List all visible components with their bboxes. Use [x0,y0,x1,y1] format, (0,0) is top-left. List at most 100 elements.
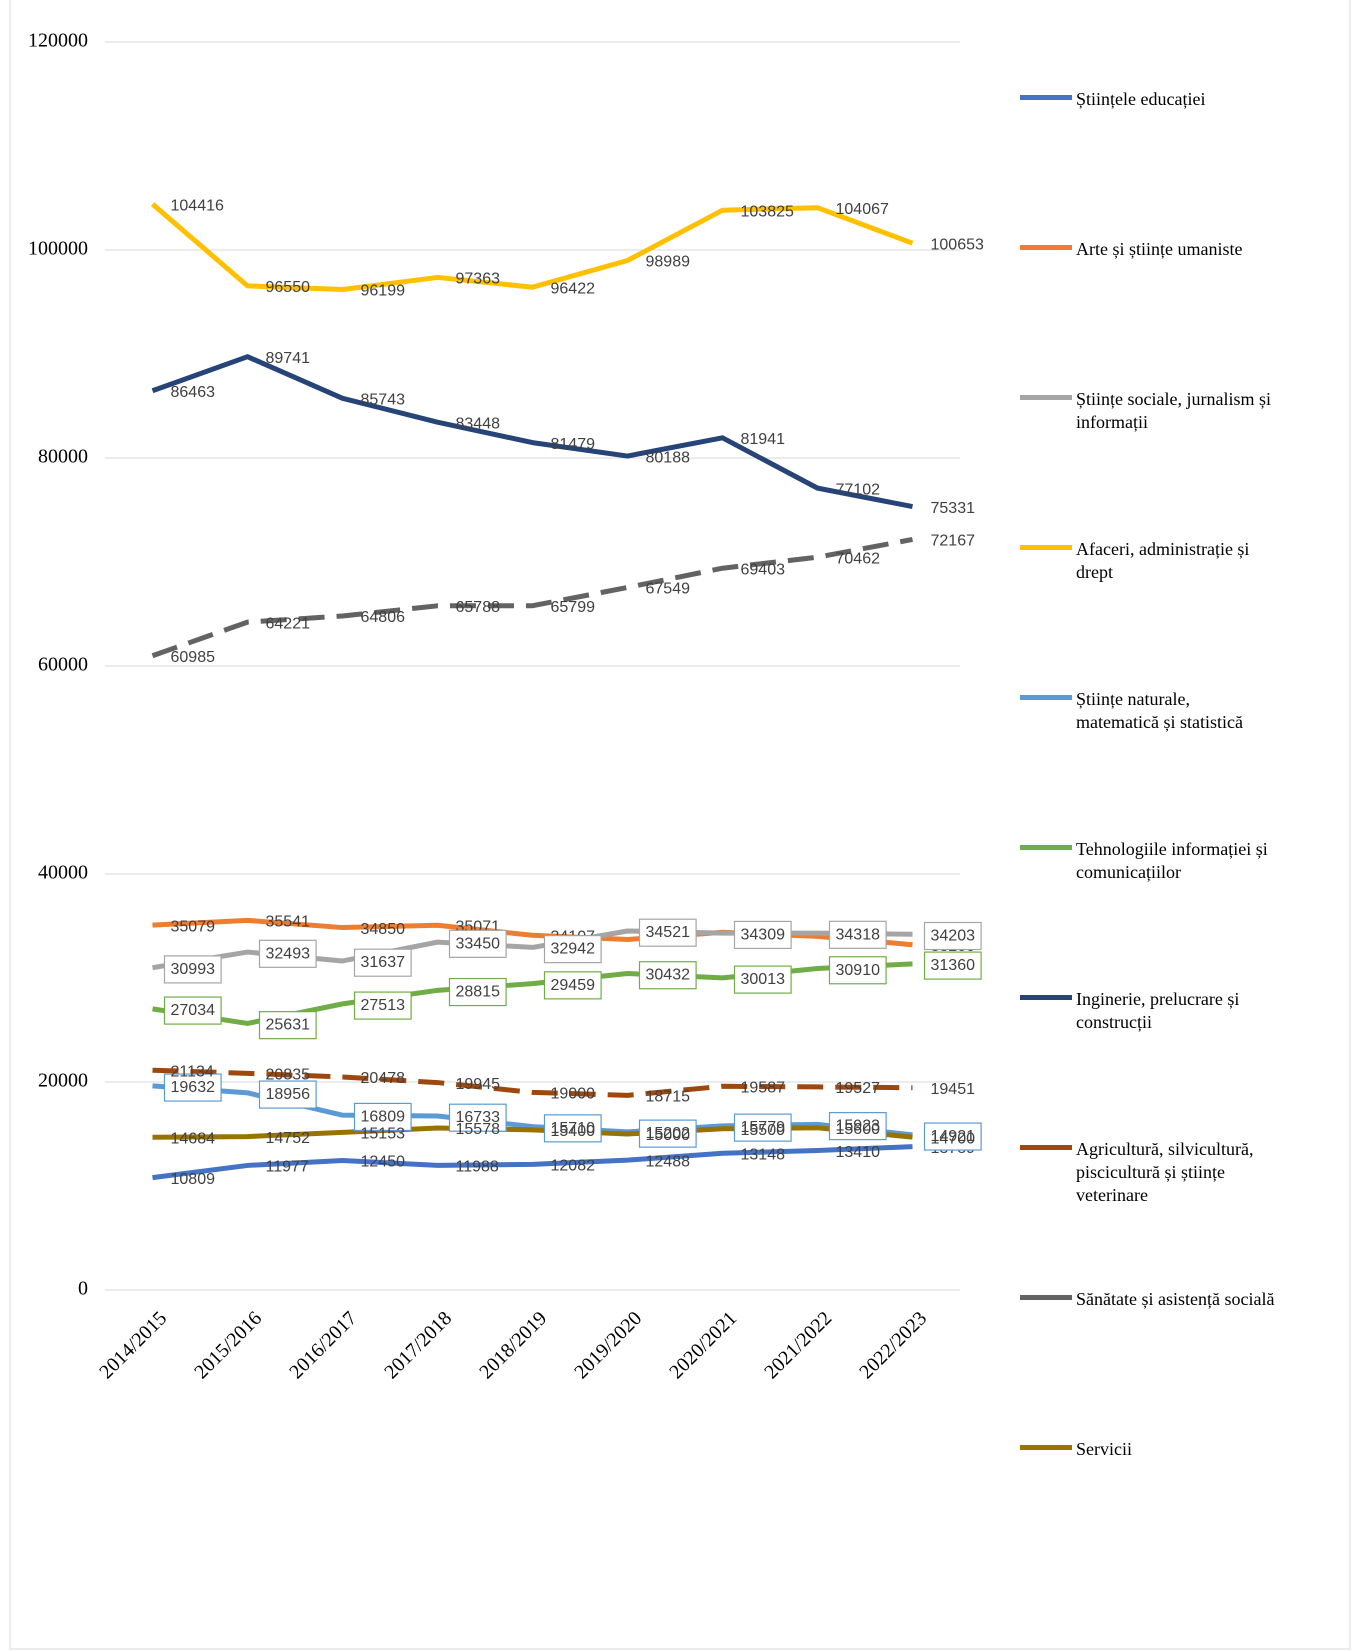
data-label: 80188 [646,449,691,466]
data-label: 16733 [456,1109,501,1126]
data-label: 27034 [171,1002,216,1019]
legend-swatch [1020,395,1072,400]
data-label: 16809 [361,1108,406,1125]
data-label-box [923,921,982,951]
data-label: 30993 [171,961,216,978]
y-tick-label: 80000 [38,446,88,468]
data-label-box [828,920,887,949]
data-label: 20478 [361,1070,406,1087]
data-label: 86463 [171,384,216,401]
series-line [152,1144,913,1181]
data-label: 72167 [931,533,976,550]
data-label: 15578 [456,1121,501,1138]
data-label: 15710 [551,1120,596,1137]
legend-swatch [1020,95,1072,100]
data-label: 20835 [266,1067,311,1084]
legend-label: Științele educației [1076,89,1206,109]
data-label: 77102 [836,481,881,498]
data-label: 34521 [646,924,691,941]
legend-swatch [1020,1295,1072,1300]
data-label: 89741 [266,350,311,367]
legend-swatch [1020,245,1072,250]
data-label: 14752 [266,1130,311,1147]
data-label: 31360 [931,957,976,974]
legend-label: Servicii [1076,1439,1132,1459]
data-label-box [258,1011,317,1040]
data-label: 81941 [741,431,786,448]
legend-label: Agricultură, silvicultură, piscicultură … [1076,1139,1254,1205]
data-label: 75331 [931,500,976,517]
legend-swatch [1020,1145,1072,1150]
data-label: 15400 [551,1123,596,1140]
x-tick-label: 2017/2018 [380,1307,456,1383]
data-label: 34203 [931,928,976,945]
data-label: 21134 [171,1063,214,1080]
y-tick-label: 20000 [38,1070,88,1092]
data-label: 96199 [361,283,406,300]
y-tick-label: 0 [78,1278,88,1300]
legend-swatch [1020,695,1072,700]
data-label-box [163,955,222,984]
data-label-box [733,920,792,950]
data-label-box [543,1114,602,1143]
legend-label: Științe naturale, matematică și statisti… [1076,689,1243,732]
data-label: 103825 [741,203,794,220]
data-label: 25631 [266,1017,311,1034]
data-label: 33450 [456,935,501,952]
data-label: 32942 [551,941,596,958]
data-label: 96422 [551,280,596,297]
data-label: 70462 [836,550,881,567]
data-label-box [353,948,412,977]
data-label-box [543,935,602,964]
data-label: 14700 [931,1130,976,1147]
x-tick-label: 2015/2016 [190,1307,266,1383]
data-label: 64221 [266,615,311,632]
y-tick-label: 100000 [28,238,88,260]
x-tick-label: 2021/2022 [760,1307,836,1383]
legend-label: Afaceri, administrație și drept [1076,539,1250,582]
data-label: 67549 [646,581,691,598]
data-label: 64806 [361,609,406,626]
data-label: 13410 [836,1144,881,1161]
series-line [152,1067,913,1098]
data-label: 11988 [456,1159,499,1176]
data-label: 30013 [741,971,786,988]
data-label: 29459 [551,977,596,994]
series-line [151,354,913,510]
data-label: 96550 [266,279,311,296]
data-label: 19451 [931,1081,976,1098]
data-label: 11977 [266,1159,309,1176]
data-label-box [923,1122,982,1151]
y-tick-label: 60000 [38,654,88,676]
data-label: 14684 [171,1131,216,1148]
data-label: 27513 [361,997,406,1014]
legend-swatch [1020,545,1072,550]
legend-label: Inginerie, prelucrare și construcții [1076,989,1240,1032]
data-label-box [448,977,507,1007]
series-line [151,537,913,659]
data-label-box [923,951,982,980]
data-label: 15153 [361,1126,406,1143]
data-label: 85743 [361,391,406,408]
y-tick-label: 40000 [38,862,88,884]
data-label: 100653 [931,236,984,253]
x-tick-label: 2016/2017 [285,1307,361,1383]
x-tick-label: 2019/2020 [570,1307,646,1383]
data-label: 12450 [361,1154,406,1171]
data-label: 15202 [646,1125,691,1142]
data-label: 60985 [171,649,216,666]
data-label-box [543,971,602,1000]
data-label: 15000 [646,1127,691,1144]
series-line [150,202,914,293]
data-label: 19587 [741,1080,786,1097]
data-label: 19632 [171,1079,216,1096]
data-label: 15600 [836,1121,881,1138]
data-label: 83448 [456,415,501,432]
data-label-box [163,996,222,1025]
legend-swatch [1020,1445,1072,1450]
data-label-box [638,961,697,990]
data-label: 19000 [551,1086,596,1103]
y-tick-label: 120000 [28,30,88,52]
data-label-box [258,939,317,968]
